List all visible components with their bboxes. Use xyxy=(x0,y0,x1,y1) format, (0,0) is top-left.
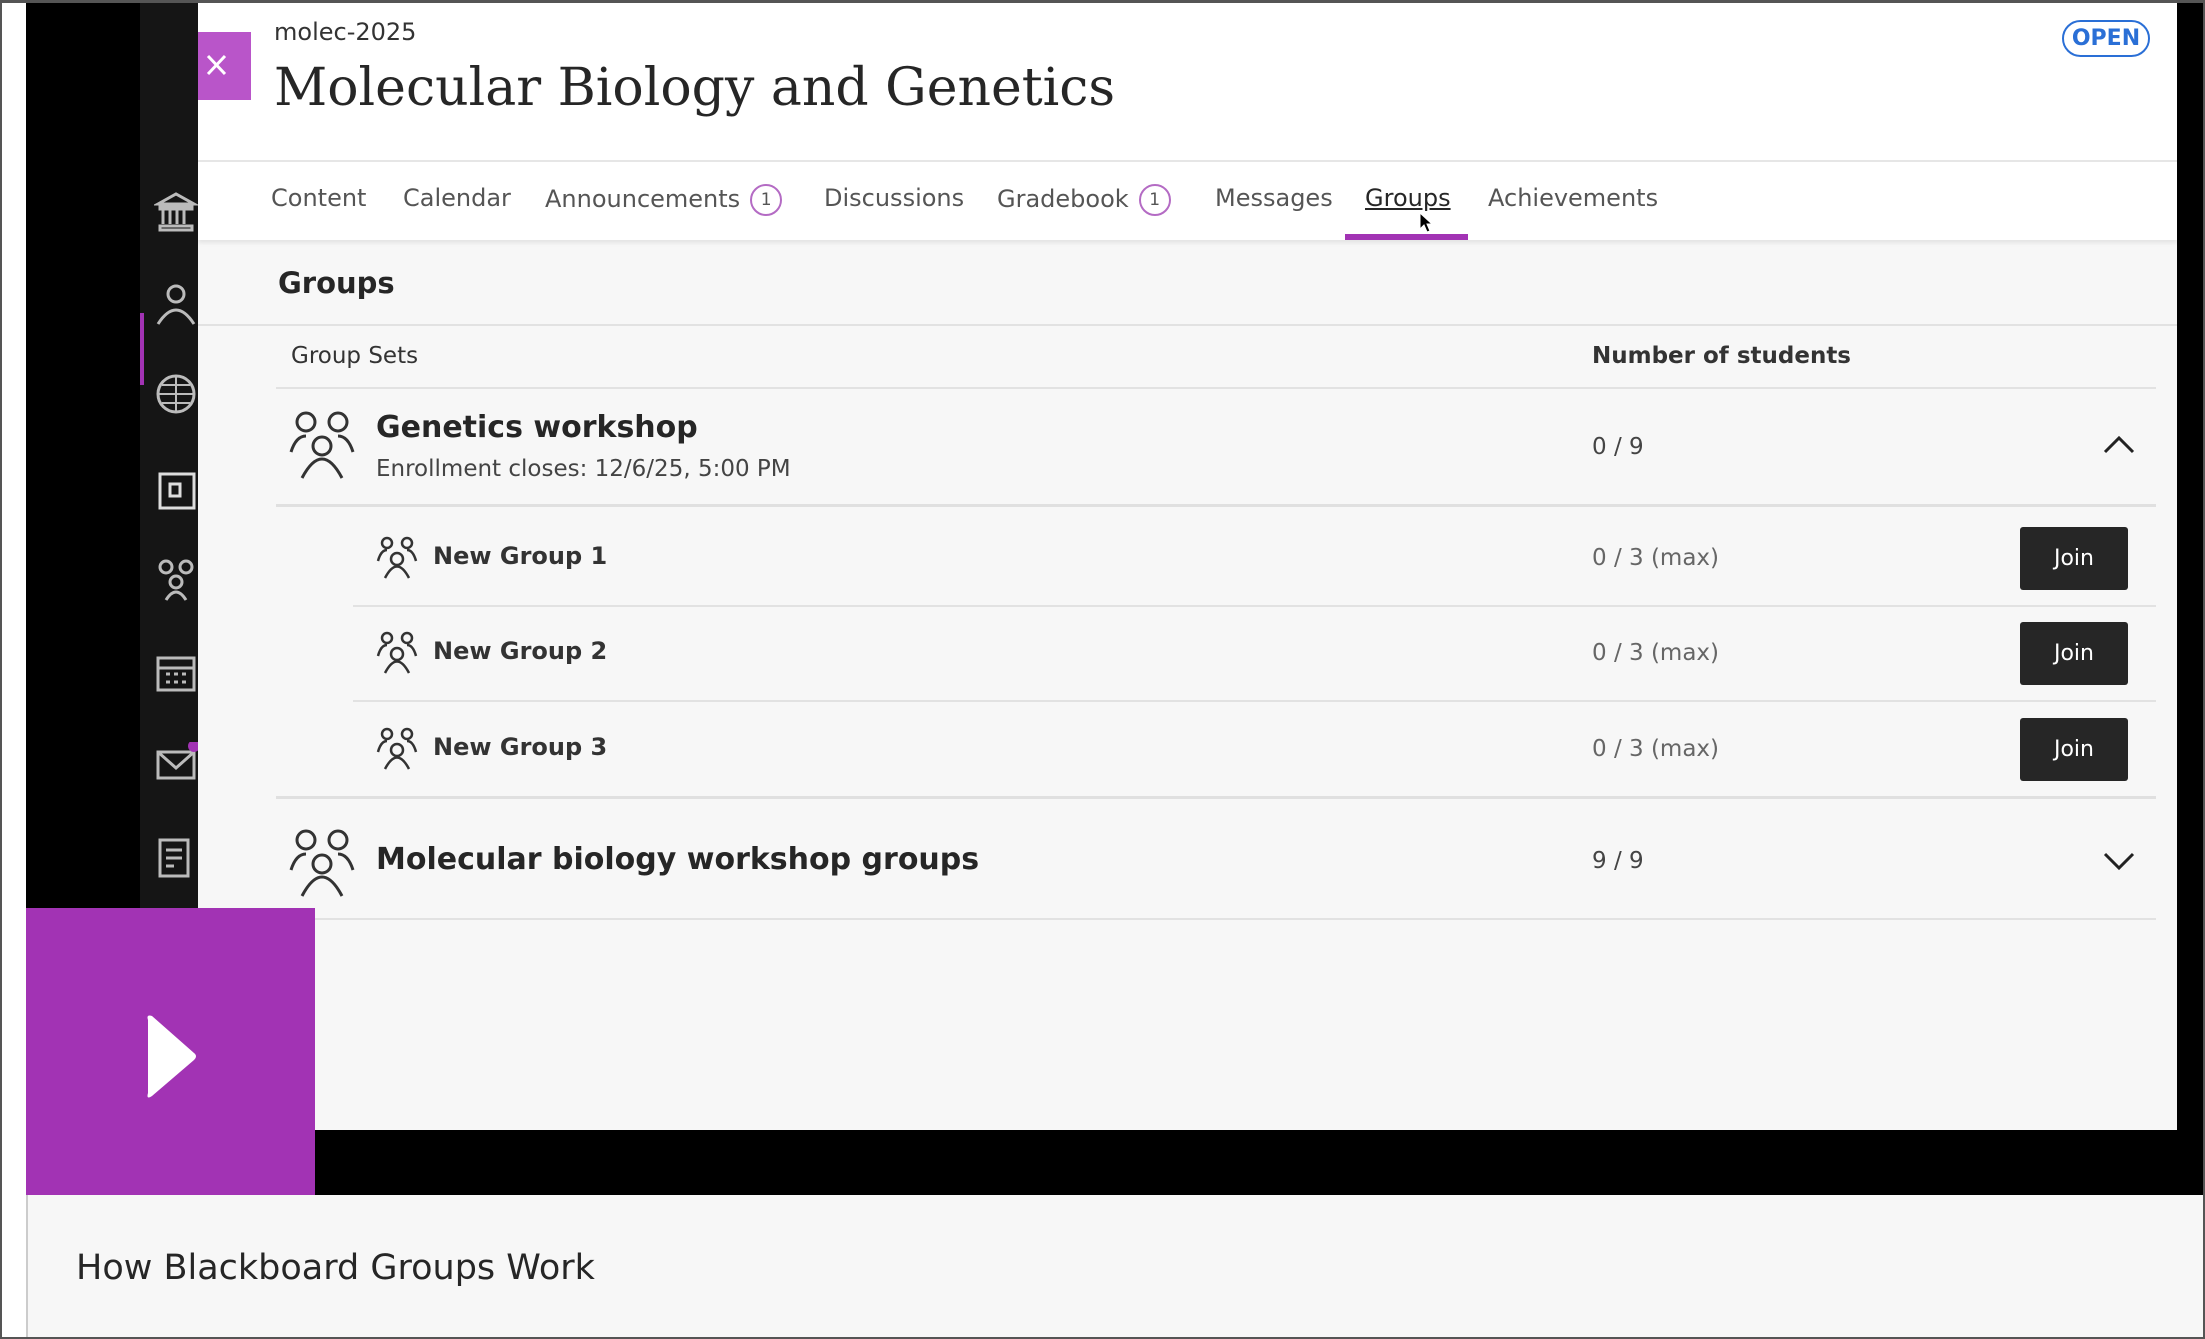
active-tab-indicator xyxy=(1345,234,1468,240)
tab-discussions[interactable]: Discussions xyxy=(824,184,964,212)
gradebook-count-badge: 1 xyxy=(1138,184,1171,216)
enrollment-deadline: Enrollment closes: 12/6/25, 5:00 PM xyxy=(376,456,791,482)
tab-label: Announcements xyxy=(545,185,741,213)
tab-label: Gradebook xyxy=(997,185,1129,213)
chevron-down-icon[interactable] xyxy=(2102,850,2136,872)
divider xyxy=(276,504,2156,507)
close-button[interactable] xyxy=(198,32,251,100)
course-status-badge: OPEN xyxy=(2062,20,2150,57)
divider xyxy=(276,387,2156,389)
group-count: 0 / 3 (max) xyxy=(1592,736,1720,762)
tab-announcements[interactable]: Announcements 1 xyxy=(545,184,783,216)
group-row: New Group 2 0 / 3 (max) Join xyxy=(353,606,2156,700)
video-title: How Blackboard Groups Work xyxy=(76,1248,595,1288)
group-name: New Group 1 xyxy=(433,542,608,570)
divider xyxy=(276,796,2156,799)
tab-label: Messages xyxy=(1215,184,1333,212)
tab-label: Calendar xyxy=(403,184,511,212)
tab-achievements[interactable]: Achievements xyxy=(1488,184,1658,212)
courses-icon xyxy=(158,472,196,510)
group-set-row[interactable]: Molecular biology workshop groups 9 / 9 xyxy=(276,800,2156,918)
group-icon xyxy=(376,536,418,579)
group-name: New Group 3 xyxy=(433,733,608,761)
sidebar-active-indicator xyxy=(140,313,144,385)
course-title: Molecular Biology and Genetics xyxy=(274,58,1116,118)
play-icon xyxy=(147,1015,196,1098)
group-count: 0 / 3 (max) xyxy=(1592,545,1720,571)
course-header: molec-2025 Molecular Biology and Genetic… xyxy=(198,0,2177,162)
tab-calendar[interactable]: Calendar xyxy=(403,184,511,212)
tab-label: Discussions xyxy=(824,184,965,212)
group-row: New Group 1 0 / 3 (max) Join xyxy=(353,510,2156,604)
divider xyxy=(353,605,2156,607)
tab-gradebook[interactable]: Gradebook 1 xyxy=(997,184,1171,216)
close-icon xyxy=(206,54,227,76)
course-code: molec-2025 xyxy=(274,18,417,46)
group-count: 0 / 3 (max) xyxy=(1592,640,1720,666)
group-list: New Group 1 0 / 3 (max) Join New Group 2… xyxy=(353,510,2156,796)
video-player[interactable]: molec-2025 Molecular Biology and Genetic… xyxy=(26,0,2205,1195)
tab-content[interactable]: Content xyxy=(271,184,366,212)
tab-messages[interactable]: Messages xyxy=(1215,184,1333,212)
group-icon xyxy=(376,727,418,770)
institution-icon xyxy=(154,192,198,232)
group-set-icon xyxy=(289,411,355,479)
column-header-group-sets: Group Sets xyxy=(291,343,419,369)
calendar-icon xyxy=(156,656,196,692)
mouse-cursor-icon xyxy=(1419,212,1434,233)
tab-groups[interactable]: Groups xyxy=(1365,184,1451,212)
tab-label: Groups xyxy=(1365,184,1451,212)
group-set-name: Molecular biology workshop groups xyxy=(376,842,980,877)
grades-icon xyxy=(158,838,190,878)
join-group-1-button[interactable]: Join xyxy=(2020,527,2128,590)
join-group-3-button[interactable]: Join xyxy=(2020,718,2128,781)
group-set-icon xyxy=(289,829,355,897)
group-set-count: 0 / 9 xyxy=(1592,434,1644,460)
tab-label: Content xyxy=(271,184,367,212)
page-heading: Groups xyxy=(278,266,395,300)
group-row: New Group 3 0 / 3 (max) Join xyxy=(353,702,2156,796)
profile-icon xyxy=(156,284,196,325)
column-header-students: Number of students xyxy=(1592,343,1851,369)
tab-label: Achievements xyxy=(1488,184,1659,212)
divider xyxy=(353,700,2156,702)
join-group-2-button[interactable]: Join xyxy=(2020,622,2128,685)
video-caption-bar: How Blackboard Groups Work xyxy=(26,1195,2205,1339)
course-tabs: Content Calendar Announcements 1 Discussi… xyxy=(198,162,2177,240)
group-name: New Group 2 xyxy=(433,637,608,665)
groups-icon xyxy=(158,559,194,601)
group-set-row[interactable]: Genetics workshop Enrollment closes: 12/… xyxy=(276,390,2156,504)
announcements-count-badge: 1 xyxy=(750,184,783,216)
chevron-up-icon[interactable] xyxy=(2102,434,2136,456)
play-button[interactable] xyxy=(26,908,315,1195)
course-panel: molec-2025 Molecular Biology and Genetic… xyxy=(198,0,2177,1130)
group-set-count: 9 / 9 xyxy=(1592,848,1644,874)
group-set-name: Genetics workshop xyxy=(376,410,698,445)
group-icon xyxy=(376,631,418,674)
divider xyxy=(276,918,2156,920)
globe-icon xyxy=(156,374,196,414)
divider xyxy=(198,324,2177,326)
messages-icon xyxy=(156,742,198,780)
